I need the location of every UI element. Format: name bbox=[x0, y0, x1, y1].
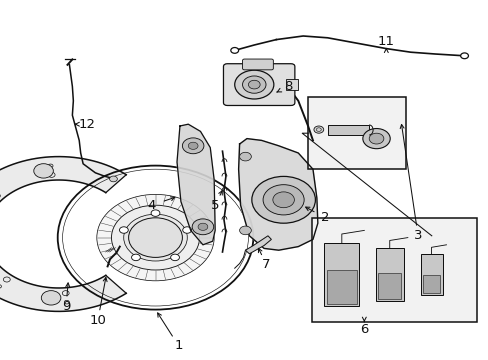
Text: 8: 8 bbox=[284, 80, 292, 93]
Circle shape bbox=[198, 223, 207, 230]
Circle shape bbox=[251, 176, 315, 223]
Circle shape bbox=[239, 226, 251, 235]
Text: 9: 9 bbox=[61, 300, 70, 313]
Text: 3: 3 bbox=[413, 229, 422, 242]
Circle shape bbox=[242, 76, 265, 93]
Circle shape bbox=[151, 210, 160, 216]
Bar bbox=[420, 254, 442, 295]
Circle shape bbox=[272, 192, 294, 208]
Text: 12: 12 bbox=[79, 118, 95, 131]
Polygon shape bbox=[177, 124, 215, 245]
Circle shape bbox=[128, 218, 182, 257]
Text: 6: 6 bbox=[359, 323, 368, 336]
Bar bbox=[377, 273, 401, 299]
Bar bbox=[327, 125, 368, 135]
Circle shape bbox=[34, 164, 53, 178]
Circle shape bbox=[182, 138, 203, 154]
FancyBboxPatch shape bbox=[242, 59, 273, 70]
Text: 4: 4 bbox=[147, 199, 156, 212]
Polygon shape bbox=[238, 139, 317, 250]
Circle shape bbox=[131, 254, 140, 261]
Circle shape bbox=[230, 48, 238, 53]
Polygon shape bbox=[0, 157, 126, 311]
Polygon shape bbox=[245, 236, 271, 254]
Circle shape bbox=[239, 152, 251, 161]
Circle shape bbox=[109, 176, 117, 182]
Bar bbox=[422, 275, 439, 293]
Circle shape bbox=[263, 185, 304, 215]
Text: 10: 10 bbox=[89, 314, 106, 327]
Circle shape bbox=[368, 133, 383, 144]
Circle shape bbox=[170, 254, 179, 261]
Circle shape bbox=[248, 80, 260, 89]
Text: 5: 5 bbox=[210, 199, 219, 212]
Circle shape bbox=[192, 219, 213, 235]
Bar bbox=[285, 79, 298, 90]
Circle shape bbox=[111, 205, 199, 270]
Circle shape bbox=[183, 227, 191, 233]
Bar bbox=[311, 218, 476, 322]
FancyBboxPatch shape bbox=[223, 64, 294, 105]
Text: 1: 1 bbox=[174, 339, 183, 352]
Circle shape bbox=[119, 227, 128, 233]
Bar bbox=[326, 270, 356, 304]
Circle shape bbox=[41, 291, 61, 305]
Bar bbox=[307, 97, 405, 169]
Bar bbox=[324, 243, 359, 306]
Text: 11: 11 bbox=[377, 35, 394, 48]
Circle shape bbox=[97, 194, 214, 281]
Circle shape bbox=[362, 129, 389, 149]
Text: 7: 7 bbox=[262, 258, 270, 271]
Bar bbox=[375, 248, 403, 301]
Text: 2: 2 bbox=[320, 211, 329, 224]
Circle shape bbox=[460, 53, 468, 59]
Circle shape bbox=[123, 214, 187, 261]
Circle shape bbox=[234, 70, 273, 99]
Circle shape bbox=[188, 142, 198, 149]
Circle shape bbox=[313, 126, 323, 133]
